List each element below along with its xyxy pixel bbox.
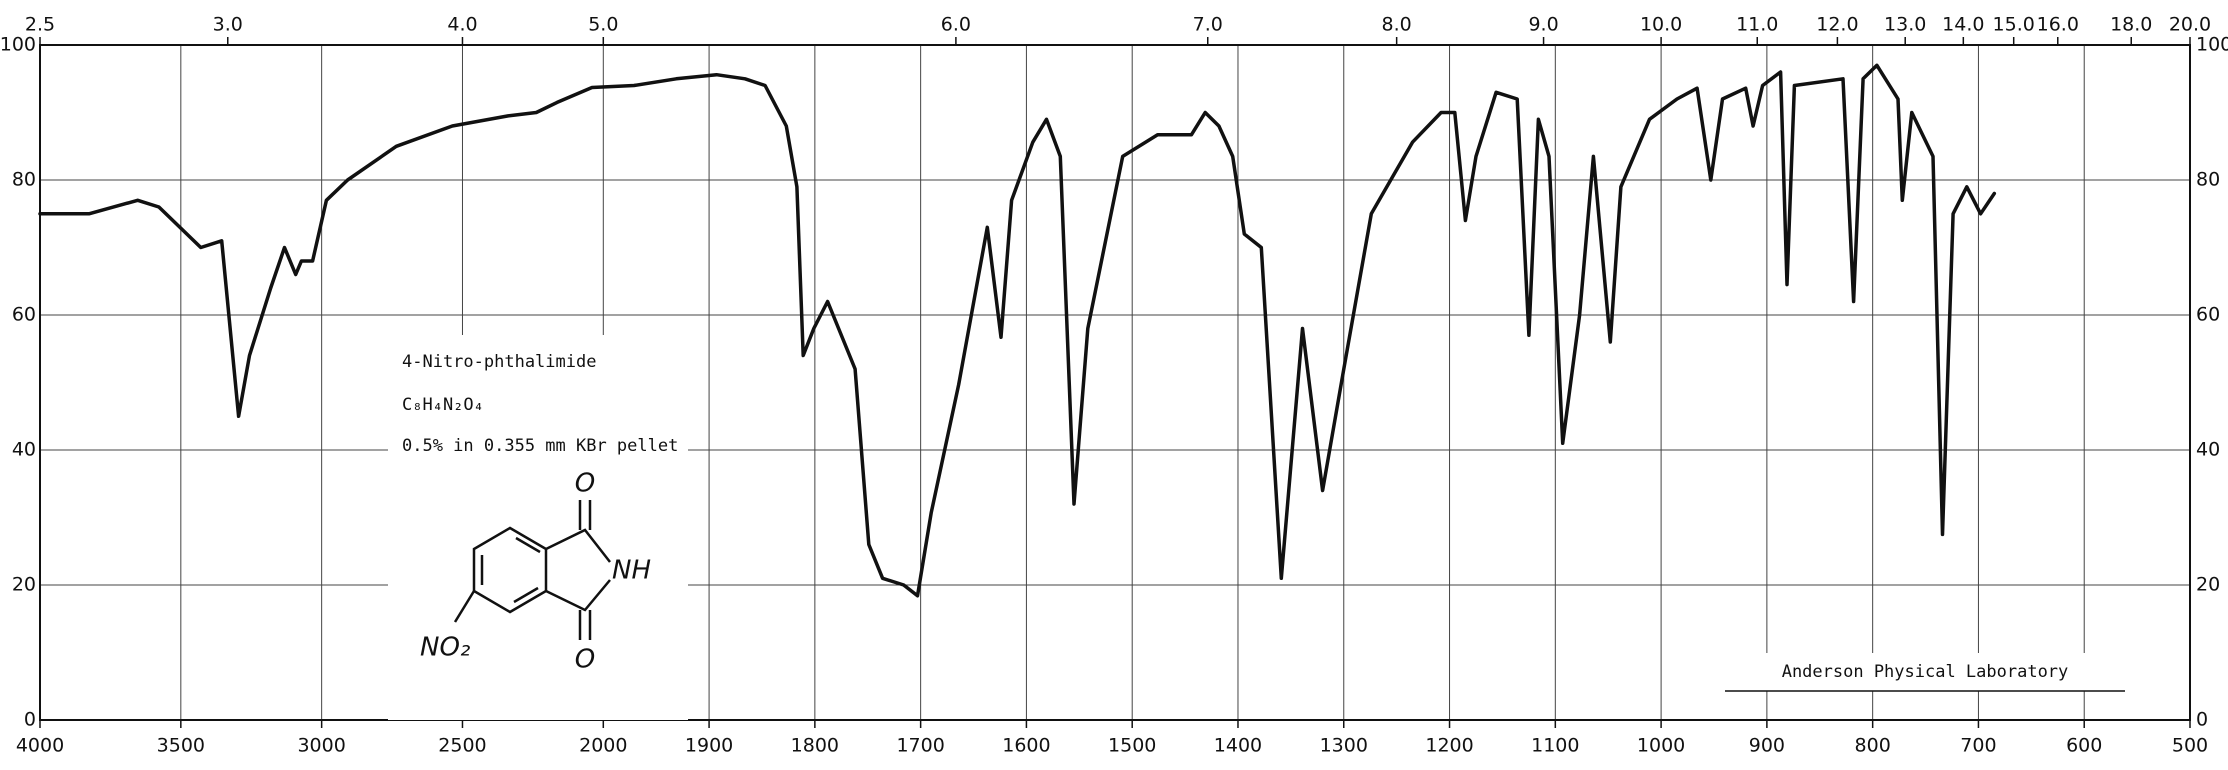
compound-name: 4-Nitro-phthalimide: [402, 352, 596, 372]
x2-tick-label: 14.0: [1942, 14, 1984, 36]
axes: 0 0 20 20 40 40 60 60 80 80 100 100 4000 3500 3000 2500…: [0, 14, 2228, 757]
x-tick-label: 500: [2172, 735, 2208, 757]
x-tick-label: 600: [2066, 735, 2102, 757]
x2-tick-label: 8.0: [1382, 14, 1412, 36]
x-tick-label: 2500: [438, 735, 486, 757]
atom-label: O: [575, 469, 595, 499]
y-tick-label: 100: [0, 34, 36, 56]
y-tick-label: 60: [12, 304, 36, 326]
imide-bond: [545, 528, 611, 563]
x-tick-label: 2000: [579, 735, 627, 757]
x-tick-label: 3500: [157, 735, 205, 757]
x-tick-label: 1000: [1637, 735, 1685, 757]
nitro-bond: [453, 590, 476, 623]
y-tick-label: 0: [24, 709, 36, 731]
y-tick-label: 20: [12, 574, 36, 596]
y2-tick-label: 20: [2196, 574, 2220, 596]
x2-tick-label: 5.0: [588, 14, 618, 36]
atom-label: NO₂: [420, 633, 470, 663]
y-tick-label: 80: [12, 169, 36, 191]
x2-tick-label: 9.0: [1528, 14, 1558, 36]
x2-tick-label: 13.0: [1884, 14, 1926, 36]
x2-tick-label: 10.0: [1640, 14, 1682, 36]
x-tick-label: 1800: [791, 735, 839, 757]
y2-tick-label: 0: [2196, 709, 2208, 731]
x2-tick-label: 12.0: [1816, 14, 1858, 36]
x-tick-label: 900: [1749, 735, 1785, 757]
x2-tick-label: 15.0: [1993, 14, 2035, 36]
x-tick-label: 1700: [896, 735, 944, 757]
lab-name: Anderson Physical Laboratory: [1782, 662, 2069, 682]
x2-tick-label: 3.0: [213, 14, 243, 36]
x-tick-label: 1300: [1320, 735, 1368, 757]
x2-tick-label: 16.0: [2037, 14, 2079, 36]
y-tick-label: 40: [12, 439, 36, 461]
x-tick-label: 700: [1960, 735, 1996, 757]
plot-frame: [39, 44, 2191, 721]
spectrum-line: [38, 63, 1997, 598]
y2-tick-label: 40: [2196, 439, 2220, 461]
x2-tick-label: 18.0: [2110, 14, 2152, 36]
y2-tick-label: 60: [2196, 304, 2220, 326]
label-box: [388, 335, 688, 720]
structure: O NH NO₂ O: [420, 469, 651, 675]
y2-tick-label: 80: [2196, 169, 2220, 191]
imide-bond: [545, 579, 611, 612]
x2-tick-label: 2.5: [25, 14, 55, 36]
x-tick-label: 800: [1855, 735, 1891, 757]
x-tick-label: 1900: [685, 735, 733, 757]
x2-tick-label: 4.0: [447, 14, 477, 36]
x2-tick-label: 6.0: [941, 14, 971, 36]
lab-box: [1725, 653, 2125, 691]
x-tick-label: 4000: [16, 735, 64, 757]
x-tick-label: 1100: [1531, 735, 1579, 757]
atom-label: NH: [612, 556, 651, 586]
x-tick-label: 1400: [1214, 735, 1262, 757]
x2-tick-label: 11.0: [1736, 14, 1778, 36]
x-tick-label: 1200: [1425, 735, 1473, 757]
formula: C₈H₄N₂O₄: [402, 395, 484, 415]
sample-note: 0.5% in 0.355 mm KBr pellet: [402, 436, 678, 456]
x-tick-label: 1500: [1108, 735, 1156, 757]
x2-tick-label: 7.0: [1193, 14, 1223, 36]
atom-label: O: [575, 645, 595, 675]
annotations: 4-Nitro-phthalimide C₈H₄N₂O₄ 0.5% in 0.3…: [388, 335, 2125, 720]
x-tick-label: 1600: [1002, 735, 1050, 757]
y2-tick-label: 100: [2196, 34, 2228, 56]
double-bond: [513, 586, 539, 604]
x-tick-label: 3000: [297, 735, 345, 757]
plot: [38, 63, 1997, 598]
x2-tick-label: 20.0: [2169, 14, 2211, 36]
double-bond: [515, 536, 541, 554]
